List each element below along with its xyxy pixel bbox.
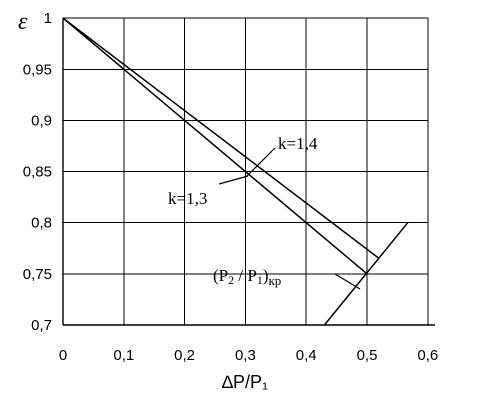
crit-label-sub1: 2 xyxy=(228,273,234,287)
y-tick-label: 0,9 xyxy=(31,112,52,129)
y-axis-label: ε xyxy=(18,9,28,35)
axes xyxy=(62,18,435,326)
y-tick-label: 0,7 xyxy=(31,317,52,334)
k13-label: k=1,3 xyxy=(168,189,207,208)
x-tick-label: 0,4 xyxy=(296,347,317,364)
y-tick-label: 1 xyxy=(44,10,52,27)
crit-leader xyxy=(334,273,361,290)
x-tick-label: 0,2 xyxy=(174,347,195,364)
x-axis-label: ∆P/P₁ xyxy=(222,372,268,392)
crit-label: (P2 / P1)кр xyxy=(213,266,281,288)
y-tick-label: 0,95 xyxy=(23,61,52,78)
k14-leader xyxy=(246,147,276,177)
crit-label-open: (P xyxy=(213,266,228,285)
x-tick-label: 0 xyxy=(59,347,67,364)
x-tick-label: 0,6 xyxy=(417,347,438,364)
crit-label-close: ) xyxy=(263,266,269,285)
series-critical-line xyxy=(323,222,409,326)
y-tick-label: 0,8 xyxy=(31,215,52,232)
y-tick-label: 0,85 xyxy=(23,164,52,181)
crit-label-sub2: 1 xyxy=(257,273,263,287)
k14-label: k=1,4 xyxy=(278,134,318,153)
series xyxy=(62,17,409,326)
crit-label-mid: / P xyxy=(234,266,257,285)
x-tick-label: 0,3 xyxy=(235,347,256,364)
k13-leader xyxy=(218,175,249,185)
x-tick-label: 0,1 xyxy=(113,347,134,364)
annotations: k=1,4 k=1,3 (P2 / P1)кр xyxy=(168,134,361,290)
series-k13-line xyxy=(62,17,368,275)
crit-label-suffix: кр xyxy=(268,273,281,288)
series-k14-line xyxy=(62,17,380,260)
x-tick-label: 0,5 xyxy=(357,347,378,364)
y-tick-label: 0,75 xyxy=(23,266,52,283)
tick-labels: 0 0,1 0,2 0,3 0,4 0,5 0,6 0,7 0,75 0,8 0,85 0,9 0,95… xyxy=(23,10,438,364)
